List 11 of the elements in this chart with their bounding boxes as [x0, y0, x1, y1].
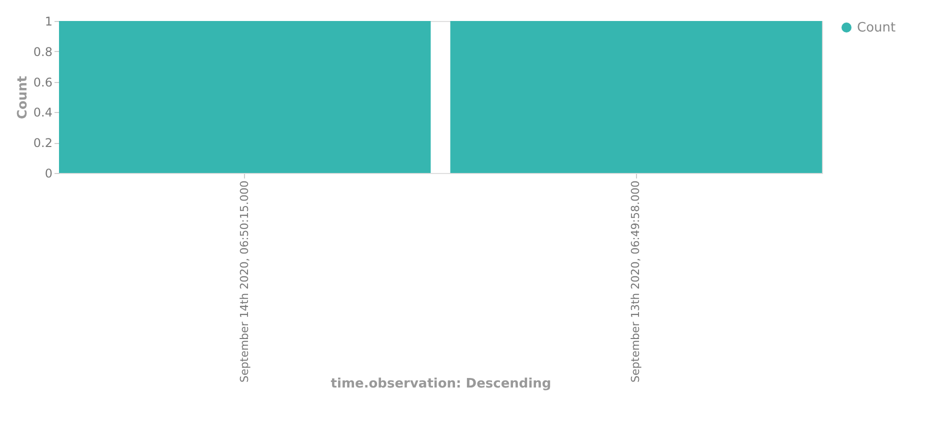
y-tick-label: 0.6 [33, 75, 52, 90]
y-tick-label: 0.2 [33, 136, 52, 150]
legend-label: Count [857, 20, 896, 36]
x-axis-title: time.observation: Descending [330, 376, 552, 392]
x-tick-label: September 14th 2020, 06:50:15.000 [238, 180, 251, 382]
x-tick-label: September 13th 2020, 06:49:58.000 [629, 180, 642, 382]
y-tick-label: 0.8 [33, 44, 52, 59]
y-tick-label: 0.4 [33, 106, 52, 120]
y-tick-label: 1 [44, 14, 52, 28]
y-axis-title: Count [15, 76, 30, 120]
y-tick-label: 0 [44, 166, 52, 180]
